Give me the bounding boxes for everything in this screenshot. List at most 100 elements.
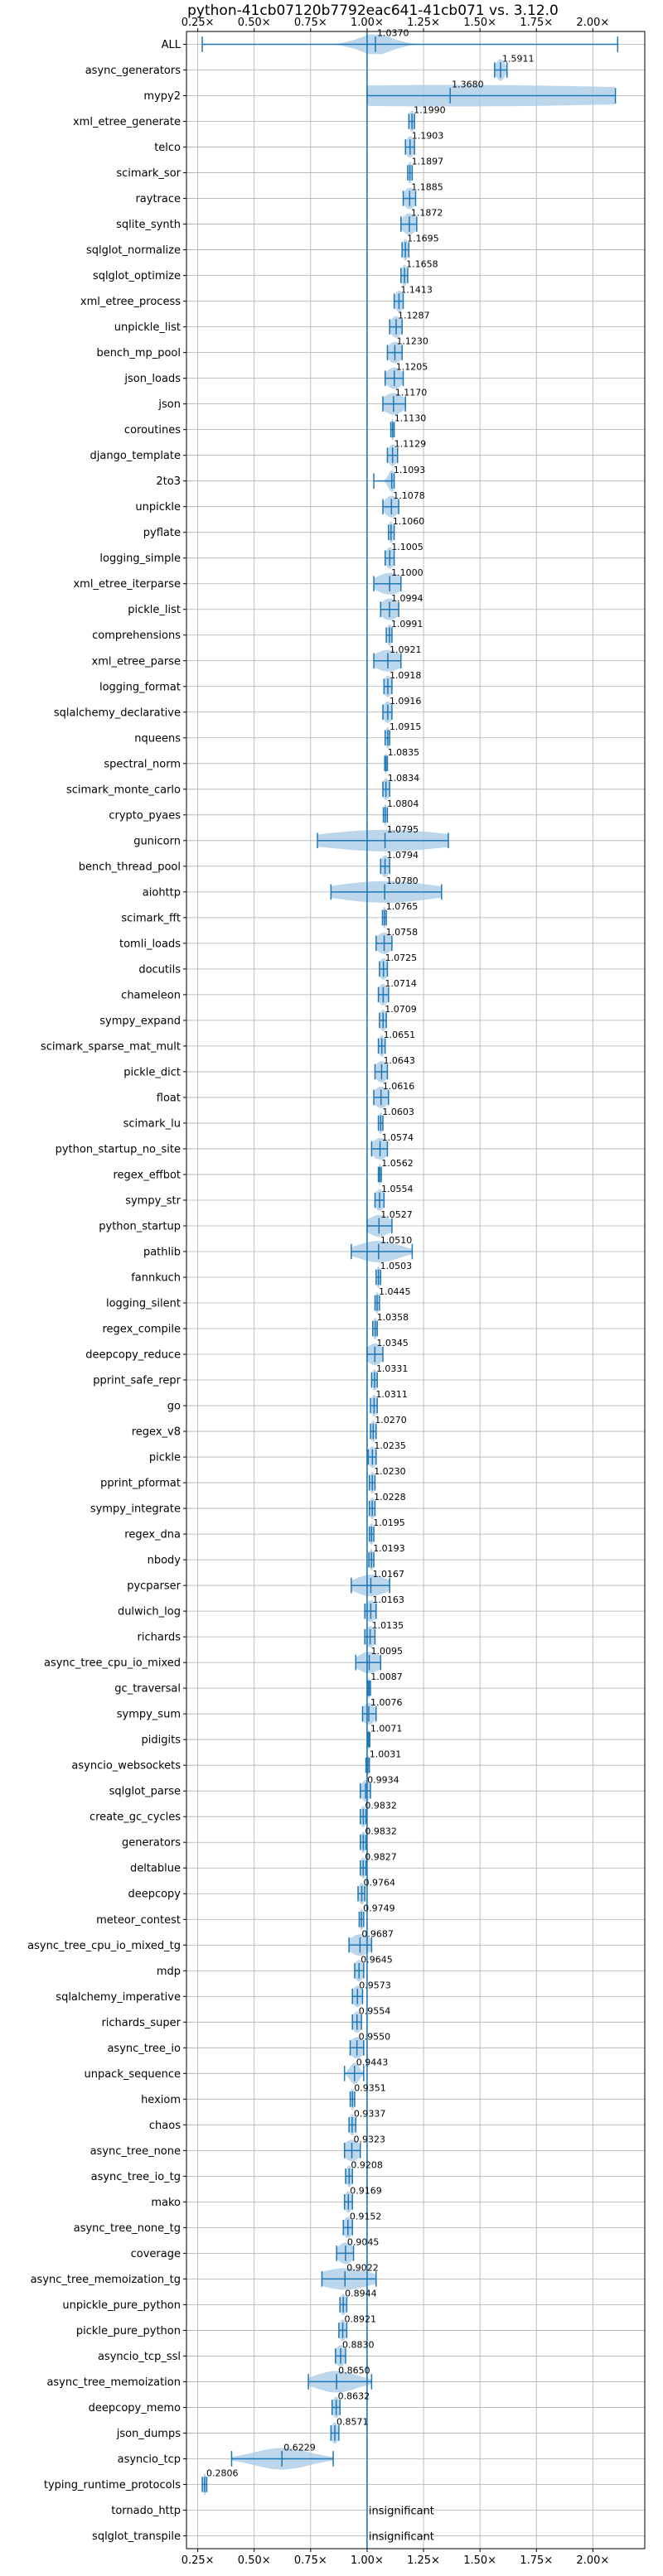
benchmark-label: scimark_sparse_mat_mult — [41, 1040, 181, 1053]
value-label: 1.1990 — [414, 105, 445, 116]
x-tick-label-bottom: 0.50× — [238, 2554, 271, 2567]
benchmark-label: sqlglot_parse — [109, 1786, 181, 1798]
x-tick-label-top: 1.50× — [463, 17, 496, 29]
benchmark-label: raytrace — [135, 193, 181, 205]
value-label: 1.0345 — [376, 1338, 409, 1348]
benchmark-label: pickle — [149, 1452, 181, 1464]
value-label: 1.1130 — [394, 413, 427, 424]
value-label: 1.1205 — [396, 362, 428, 373]
benchmark-label: pycparser — [127, 1580, 181, 1593]
benchmark-label: telco — [154, 142, 181, 154]
value-label: 1.1658 — [406, 259, 438, 270]
benchmark-label: docutils — [138, 963, 181, 976]
x-tick-label-bottom: 1.25× — [407, 2554, 440, 2567]
benchmark-label: richards — [138, 1632, 181, 1644]
benchmark-label: chameleon — [121, 989, 181, 1001]
benchmark-label: aiohttp — [143, 886, 181, 899]
value-label: 0.9323 — [353, 2134, 385, 2144]
benchmark-label: sqlite_synth — [116, 219, 181, 231]
value-label: 1.1695 — [407, 234, 439, 244]
value-label: 0.9550 — [359, 2031, 391, 2042]
benchmark-label: tornado_http — [111, 2505, 181, 2517]
benchmark-label: xml_etree_parse — [92, 655, 181, 668]
benchmark-label: scimark_lu — [123, 1117, 181, 1130]
x-tick-label-bottom: 2.00× — [576, 2554, 609, 2567]
benchmark-label: hexiom — [141, 2094, 181, 2106]
value-label: 1.1000 — [391, 567, 423, 578]
benchmark-label: asyncio_tcp_ssl — [98, 2351, 181, 2363]
value-label: 1.1078 — [393, 490, 425, 501]
value-label: 1.0562 — [381, 1158, 414, 1169]
value-label: 1.0195 — [373, 1517, 405, 1528]
value-label: 0.8650 — [338, 2366, 370, 2376]
insignificant-label: insignificant — [369, 2505, 434, 2517]
value-label: 1.0031 — [370, 1749, 402, 1759]
benchmark-label: coroutines — [124, 424, 181, 437]
benchmark-label: gunicorn — [133, 835, 181, 847]
insignificant-label: insignificant — [369, 2530, 434, 2543]
benchmark-label: chaos — [149, 2120, 181, 2132]
benchmark-label: regex_v8 — [132, 1426, 181, 1439]
plot-frame — [186, 31, 646, 2549]
value-label: 1.1093 — [394, 465, 426, 475]
value-label: 1.0835 — [388, 747, 420, 758]
benchmark-label: fannkuch — [131, 1271, 181, 1284]
benchmark-label: spectral_norm — [104, 758, 181, 770]
benchmark-label: pickle_dict — [123, 1066, 181, 1078]
benchmark-label: pyflate — [143, 527, 181, 539]
benchmark-label: logging_silent — [106, 1298, 181, 1310]
benchmark-label: pprint_pformat — [100, 1478, 181, 1490]
benchmark-label: xml_etree_generate — [73, 116, 181, 128]
benchmark-label: richards_super — [101, 2017, 181, 2029]
value-label: 1.0915 — [390, 721, 422, 732]
benchmark-label: regex_effbot — [113, 1169, 181, 1181]
benchmark-label: sqlglot_normalize — [86, 244, 181, 257]
value-label: 1.0167 — [372, 1569, 404, 1580]
value-label: 0.9573 — [359, 1980, 391, 1990]
value-label: 1.0193 — [373, 1543, 405, 1554]
value-label: 1.0071 — [370, 1723, 403, 1734]
value-label: 0.8830 — [342, 2340, 375, 2351]
value-label: 0.9827 — [365, 1851, 397, 1862]
value-label: 0.8632 — [338, 2391, 370, 2402]
benchmark-label: unpickle_list — [114, 321, 181, 334]
benchmark-label: create_gc_cycles — [90, 1811, 181, 1824]
value-label: 1.0603 — [382, 1107, 414, 1117]
value-label: 1.0554 — [381, 1184, 414, 1194]
benchmark-label: ALL — [162, 39, 181, 51]
benchmark-label: typing_runtime_protocols — [44, 2479, 181, 2492]
benchmark-label: xml_etree_process — [80, 296, 181, 308]
benchmark-label: mypy2 — [143, 90, 181, 103]
benchmark-label: async_tree_none — [90, 2145, 181, 2158]
benchmark-label: deepcopy — [128, 1889, 181, 1901]
value-label: 1.0834 — [388, 773, 420, 784]
benchmark-label: async_generators — [85, 65, 181, 77]
value-label: 0.8944 — [345, 2288, 377, 2299]
benchmark-label: crypto_pyaes — [109, 809, 181, 822]
benchmark-label: async_tree_cpu_io_mixed_tg — [27, 1940, 181, 1952]
benchmark-label: scimark_sor — [116, 167, 181, 180]
value-label: 1.0780 — [386, 876, 419, 886]
value-label: 0.9934 — [367, 1774, 399, 1785]
benchmark-label: asyncio_tcp — [118, 2453, 181, 2466]
benchmark-label: 2to3 — [156, 475, 181, 488]
value-label: 1.0370 — [377, 28, 409, 39]
value-label: 1.0270 — [375, 1415, 407, 1425]
value-label: 1.0916 — [390, 696, 422, 707]
benchmark-label: meteor_contest — [96, 1914, 181, 1927]
value-label: 0.8921 — [345, 2313, 377, 2324]
value-label: 0.9208 — [351, 2159, 383, 2170]
benchmark-label: go — [167, 1401, 181, 1413]
benchmark-label: bench_mp_pool — [96, 347, 181, 359]
benchmark-label: sqlalchemy_imperative — [56, 1991, 181, 2004]
value-label: 1.1413 — [400, 285, 433, 296]
value-label: 1.0087 — [370, 1672, 403, 1682]
value-label: 0.2806 — [206, 2468, 238, 2479]
value-label: 0.8571 — [336, 2417, 369, 2428]
benchmark-label: gc_traversal — [114, 1683, 181, 1696]
benchmark-label: deepcopy_memo — [89, 2402, 181, 2414]
benchmark-label: scimark_monte_carlo — [66, 784, 181, 796]
benchmark-label: unpickle — [135, 501, 181, 514]
value-label: 1.0230 — [374, 1466, 406, 1477]
x-tick-label-bottom: 1.00× — [351, 2554, 384, 2567]
